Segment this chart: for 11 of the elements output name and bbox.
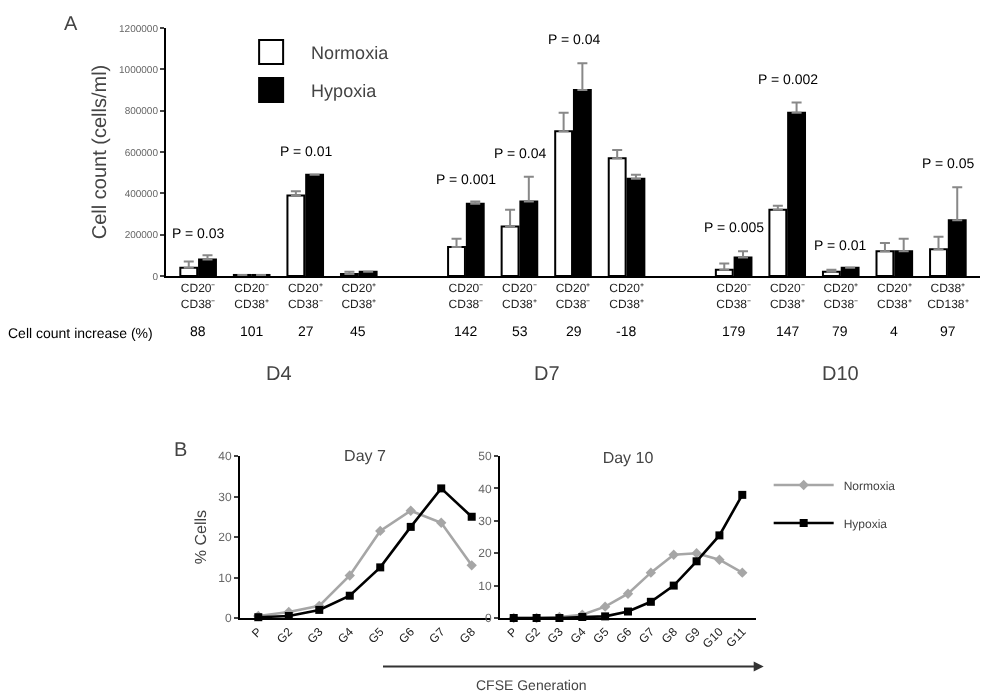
legend-label: Hypoxia [311, 81, 377, 102]
text: D7 [534, 364, 561, 386]
chart-title: Day 7 [344, 447, 387, 466]
y-axis-title: Cell count (cells/ml) [90, 64, 112, 240]
text: B [174, 440, 188, 462]
legend-label: Normoxia [311, 43, 389, 64]
text: D4 [266, 364, 293, 386]
y-axis-title: % Cells [191, 509, 210, 565]
chart-title: Day 10 [602, 448, 655, 467]
text: D10 [822, 364, 860, 386]
text: A [64, 14, 78, 36]
